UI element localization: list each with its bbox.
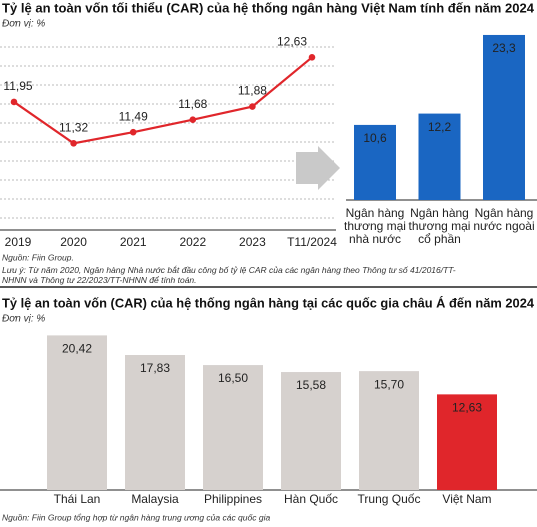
value-label: 11,88 [238, 84, 267, 98]
bar [359, 371, 419, 490]
bar [437, 394, 497, 490]
value-label: 20,42 [62, 342, 92, 356]
point [10, 98, 18, 106]
arrow [296, 146, 340, 190]
note: Lưu ý: Từ năm 2020, Ngân hàng Nhà nước b… [2, 265, 456, 285]
x-tick-label: T11/2024 [287, 235, 337, 249]
point [129, 128, 137, 136]
value-label: 15,58 [296, 378, 326, 392]
x-tick-label: Ngân hàng nước ngoài [473, 206, 535, 233]
value-label: 17,83 [140, 361, 170, 375]
x-tick-label: 2022 [179, 235, 206, 249]
x-tick-label: Malaysia [131, 492, 179, 506]
grid [0, 46, 336, 219]
value-label: 15,70 [374, 377, 404, 391]
chart-title: Tỷ lệ an toàn vốn tối thiểu (CAR) của hệ… [2, 0, 535, 15]
point [249, 103, 256, 110]
value-label: 23,3 [492, 41, 516, 55]
x-tick-label: Ngân hàng thương mại nhà nước [344, 206, 406, 246]
x-tick-label: Việt Nam [442, 492, 491, 506]
bar [281, 372, 341, 490]
bar [125, 355, 185, 490]
value-label: 12,2 [428, 120, 452, 134]
chart-title: Tỷ lệ an toàn vốn (CAR) của hệ thống ngâ… [2, 295, 535, 310]
source: Nguồn: Fiin Group. [2, 252, 74, 262]
bar [354, 124, 396, 200]
x-tick-label: Philippines [204, 492, 262, 506]
x-tick-label: 2019 [5, 235, 32, 249]
x-tick-label: 2021 [120, 235, 147, 249]
source: Nguồn: Fiin Group tổng hợp từ ngân hàng … [2, 512, 270, 522]
line [13, 56, 313, 145]
x-tick-label: Thái Lan [54, 492, 101, 506]
value-label: 10,6 [363, 131, 387, 145]
value-label: 12,63 [277, 34, 307, 48]
x-tick-label: Hàn Quốc [284, 492, 338, 506]
x-tick-label: Trung Quốc [358, 492, 421, 506]
value-label: 11,68 [178, 97, 207, 111]
value-label: 11,95 [3, 79, 32, 93]
x-tick-label: 2023 [239, 235, 266, 249]
x-tick-label: 2020 [60, 235, 87, 249]
bar [418, 113, 461, 200]
x-tick-label: Ngân hàng thương mại cổ phần [408, 206, 471, 246]
point [189, 116, 197, 123]
unit-label: Đơn vị: % [2, 19, 45, 30]
bar [203, 365, 263, 490]
value-label: 16,50 [218, 371, 248, 385]
value-label: 11,49 [119, 109, 148, 123]
bar [47, 335, 107, 490]
value-label: 11,32 [59, 120, 88, 134]
unit-label: Đơn vị: % [2, 314, 45, 325]
point [308, 53, 316, 61]
bar [483, 34, 525, 201]
value-label: 12,63 [452, 401, 482, 415]
point [70, 140, 77, 147]
